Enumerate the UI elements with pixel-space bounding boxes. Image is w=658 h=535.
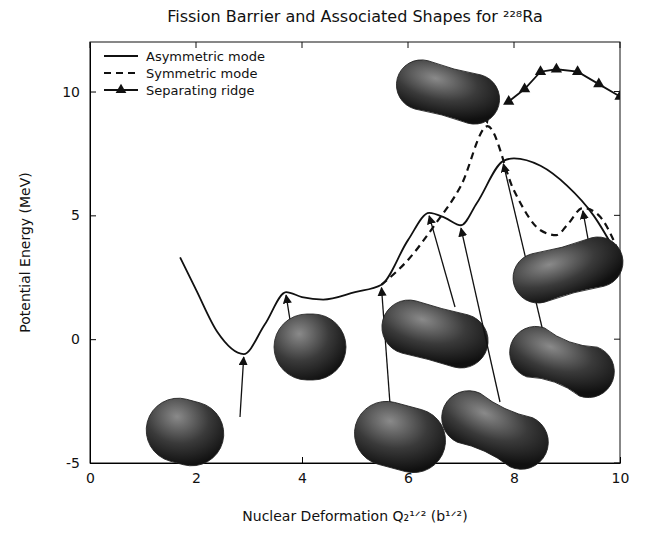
x-tick-mark-top (302, 42, 303, 48)
chart: 0246810-50510Asymmetric modeSymmetric mo… (0, 0, 658, 535)
series-marker (503, 95, 514, 105)
legend-marker (116, 84, 127, 93)
shape-arrow (240, 357, 244, 417)
title: Fission Barrier and Associated Shapes fo… (167, 7, 543, 26)
y-tick: 0 (71, 331, 96, 347)
shape-arrow (503, 164, 545, 340)
shape-arrow (286, 295, 290, 320)
y-tick: 10 (62, 84, 96, 100)
series-marker (535, 65, 546, 75)
y-tick-label: 5 (71, 207, 80, 223)
x-tick-mark-top (408, 42, 409, 48)
x-axis-title: Nuclear Deformation Q₂¹ᐟ² (b¹ᐟ²) (242, 508, 467, 524)
nucleus-shape (376, 294, 494, 374)
y-axis: -5 0 5 10 (62, 43, 96, 471)
legend-label: Asymmetric mode (146, 49, 265, 64)
y-tick: -5 (66, 455, 96, 471)
x-tick-mark-top (196, 42, 197, 48)
y-tick-mark (90, 463, 96, 464)
shape-arrow (382, 288, 391, 404)
x-tick-label: 8 (510, 470, 519, 486)
y-tick: 5 (71, 207, 96, 223)
legend-swatch (104, 72, 138, 74)
x-tick-label: 4 (298, 470, 307, 486)
legend-label: Symmetric mode (146, 66, 257, 81)
y-tick-mark-right (614, 339, 620, 340)
x-tick-label: 2 (192, 470, 201, 486)
x-tick-mark-top (514, 42, 515, 48)
nucleus-shape (433, 382, 557, 478)
series-line (509, 69, 620, 101)
series-marker (572, 65, 583, 75)
y-tick-mark-right (614, 463, 620, 464)
y-tick-mark (90, 339, 96, 340)
x-tick: 4 (298, 457, 307, 486)
y-tick-label: -5 (66, 455, 80, 471)
nucleus-shape (139, 391, 231, 473)
nucleus-shape (347, 394, 452, 480)
x-tick-mark-top (620, 42, 621, 48)
shape-arrow (429, 216, 455, 307)
y-axis-title: Potential Energy (MeV) (17, 172, 33, 332)
x-axis-line (91, 463, 621, 464)
legend-swatch (104, 55, 138, 57)
x-tick-mark (302, 457, 303, 463)
series-marker (519, 83, 530, 93)
y-tick-mark (90, 92, 96, 93)
x-tick-mark-top (90, 42, 91, 48)
series-marker (593, 78, 604, 88)
series-marker (614, 90, 620, 100)
nucleus-shape (507, 231, 628, 308)
x-tick-label: 0 (86, 470, 95, 486)
nucleus-shape (502, 319, 621, 405)
shape-arrow (461, 228, 500, 402)
nucleus-shape (274, 314, 346, 380)
legend: Asymmetric mode Symmetric mode Separating … (104, 49, 265, 98)
y-axis-line (90, 43, 91, 464)
legend-label: Separating ridge (146, 83, 255, 98)
y-tick-mark (90, 215, 96, 216)
x-axis: 0246810 (86, 457, 629, 486)
x-tick: 10 (612, 457, 630, 486)
y-tick-label: 0 (71, 331, 80, 347)
x-tick-label: 10 (612, 470, 630, 486)
x-tick-mark (620, 457, 621, 463)
nucleus-shape (391, 54, 505, 129)
y-tick-mark-right (614, 215, 620, 216)
series-marker (551, 63, 562, 73)
shape-illustrations (139, 54, 629, 480)
y-tick-label: 10 (62, 84, 80, 100)
plot-area: 0246810-50510Asymmetric modeSymmetric mo… (62, 42, 629, 486)
